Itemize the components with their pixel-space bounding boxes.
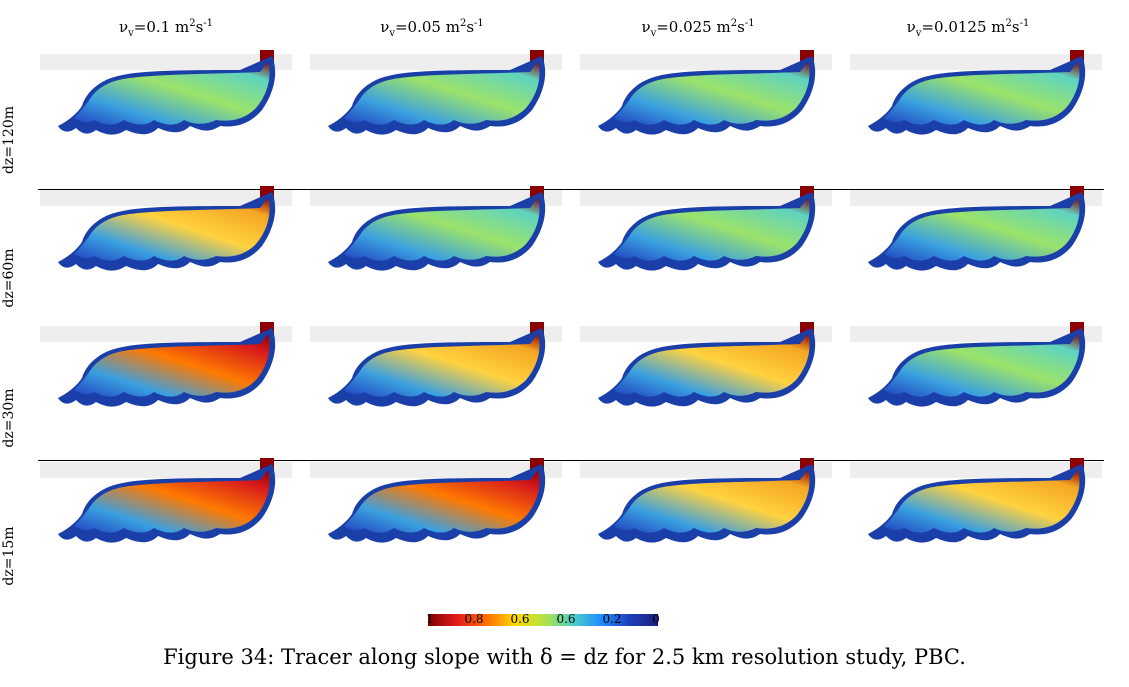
- tracer-panel: [850, 186, 1102, 314]
- tracer-panel: [40, 458, 292, 586]
- row-label-4: dz=15m: [1, 526, 17, 586]
- tracer-panel: [850, 458, 1102, 586]
- colorbar-tick: 1: [426, 612, 434, 626]
- tracer-panel: [40, 50, 292, 178]
- column-header-4: νv=0.0125 m2s-1: [906, 18, 1030, 39]
- tracer-panel: [580, 50, 832, 178]
- tracer-panel: [310, 458, 562, 586]
- colorbar-tick: 0.6: [556, 612, 576, 626]
- tracer-panel: [850, 50, 1102, 178]
- colorbar-tick: 0.2: [602, 612, 622, 626]
- row-label-1: dz=120m: [1, 105, 17, 175]
- row-label-3: dz=30m: [1, 388, 17, 448]
- tracer-panel: [310, 322, 562, 450]
- tracer-panel: [310, 186, 562, 314]
- tracer-panel: [580, 186, 832, 314]
- colorbar-tick: 0.8: [464, 612, 484, 626]
- tracer-panel: [580, 458, 832, 586]
- colorbar-tick: 0.6: [510, 612, 530, 626]
- tracer-panel: [40, 186, 292, 314]
- tracer-panel: [850, 322, 1102, 450]
- figure-caption: Figure 34: Tracer along slope with δ = d…: [163, 645, 966, 669]
- column-header-1: νv=0.1 m2s-1: [118, 18, 214, 39]
- tracer-panel: [40, 322, 292, 450]
- tracer-panel: [310, 50, 562, 178]
- row-label-2: dz=60m: [1, 248, 17, 308]
- column-header-3: νv=0.025 m2s-1: [641, 18, 755, 39]
- row-separator: [38, 460, 1104, 461]
- colorbar: 1 0.8 0.6 0.6 0.2 0: [426, 612, 660, 626]
- colorbar-gradient: [428, 614, 658, 626]
- column-header-2: νv=0.05 m2s-1: [380, 18, 484, 39]
- row-separator: [38, 189, 1104, 190]
- colorbar-tick: 0: [652, 612, 660, 626]
- tracer-panel: [580, 322, 832, 450]
